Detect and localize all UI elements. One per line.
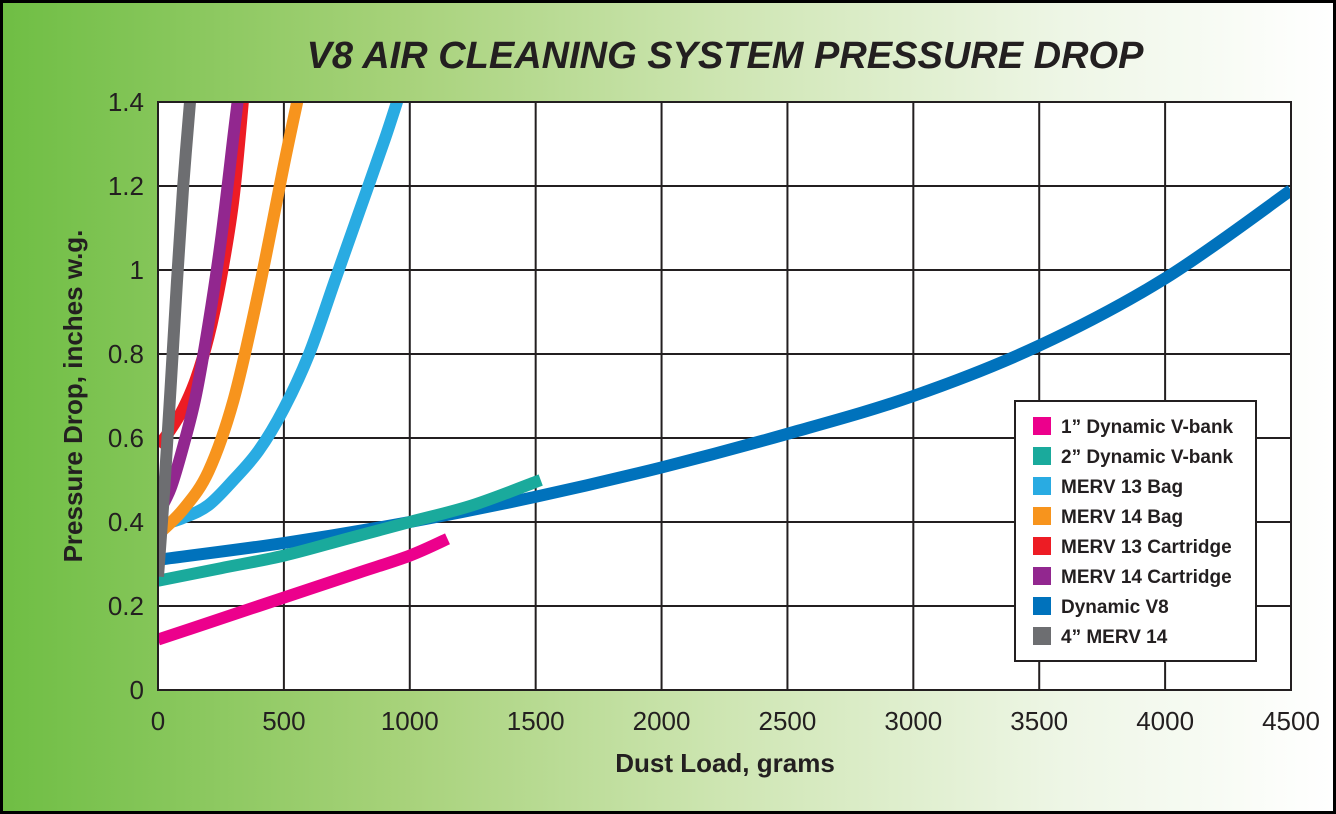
x-tick-label: 4000 <box>1136 706 1194 736</box>
legend-label-merv-14-cartridge: MERV 14 Cartridge <box>1061 567 1232 588</box>
legend-swatch-4-merv-14 <box>1033 627 1051 645</box>
chart-title: V8 AIR CLEANING SYSTEM PRESSURE DROP <box>307 35 1144 77</box>
y-tick-label: 0.6 <box>108 423 144 453</box>
y-tick-label: 0.8 <box>108 339 144 369</box>
x-tick-labels: 0 500 1000 1500 2000 2500 3000 3500 4000 4500 <box>151 706 1320 736</box>
series-line-2-dynamic-v-bank <box>158 474 543 587</box>
legend-swatch-merv-13-cartridge <box>1033 537 1051 555</box>
series-lines <box>158 102 1291 646</box>
series-line-1-dynamic-v-bank <box>158 533 451 646</box>
legend-label-merv-13-bag: MERV 13 Bag <box>1061 477 1183 498</box>
y-tick-labels: 0 0.2 0.4 0.6 0.8 1 1.2 1.4 <box>108 87 144 705</box>
legend-label-merv-14-bag: MERV 14 Bag <box>1061 507 1183 528</box>
legend-label-1-dynamic-v-bank: 1” Dynamic V-bank <box>1061 417 1234 438</box>
legend-swatch-1-dynamic-v-bank <box>1033 417 1051 435</box>
y-tick-label: 0.4 <box>108 507 144 537</box>
x-tick-label: 4500 <box>1262 706 1320 736</box>
x-tick-label: 3000 <box>884 706 942 736</box>
y-tick-label: 0.2 <box>108 591 144 621</box>
y-tick-label: 1 <box>130 255 144 285</box>
x-axis-label: Dust Load, grams <box>615 748 835 778</box>
legend-label-4-merv-14: 4” MERV 14 <box>1061 627 1168 648</box>
series-line-4-merv-14 <box>158 102 197 578</box>
legend-swatch-dynamic-v8 <box>1033 597 1051 615</box>
legend-box <box>1014 400 1257 662</box>
y-axis-label: Pressure Drop, inches w.g. <box>58 230 88 563</box>
y-tick-label: 0 <box>130 675 144 705</box>
legend-label-merv-13-cartridge: MERV 13 Cartridge <box>1061 537 1232 558</box>
legend: 1” Dynamic V-bank 2” Dynamic V-bank MERV 1… <box>1014 400 1257 662</box>
series-line-merv-13-bag <box>158 102 404 532</box>
legend-swatch-merv-14-bag <box>1033 507 1051 525</box>
legend-swatch-merv-13-bag <box>1033 477 1051 495</box>
plot-border <box>157 101 1292 691</box>
legend-label-dynamic-v8: Dynamic V8 <box>1061 597 1169 618</box>
x-tick-label: 2000 <box>633 706 691 736</box>
x-tick-label: 1000 <box>381 706 439 736</box>
x-tick-label: 2500 <box>759 706 817 736</box>
legend-label-2-dynamic-v-bank: 2” Dynamic V-bank <box>1061 447 1234 468</box>
legend-swatch-2-dynamic-v-bank <box>1033 447 1051 465</box>
series-line-merv-14-cartridge <box>158 102 244 517</box>
y-tick-label: 1.4 <box>108 87 144 117</box>
x-tick-label: 3500 <box>1010 706 1068 736</box>
y-tick-label: 1.2 <box>108 171 144 201</box>
x-tick-label: 500 <box>262 706 305 736</box>
legend-swatch-merv-14-cartridge <box>1033 567 1051 585</box>
x-tick-label: 1500 <box>507 706 565 736</box>
x-tick-label: 0 <box>151 706 165 736</box>
series-line-merv-14-bag <box>158 102 304 539</box>
